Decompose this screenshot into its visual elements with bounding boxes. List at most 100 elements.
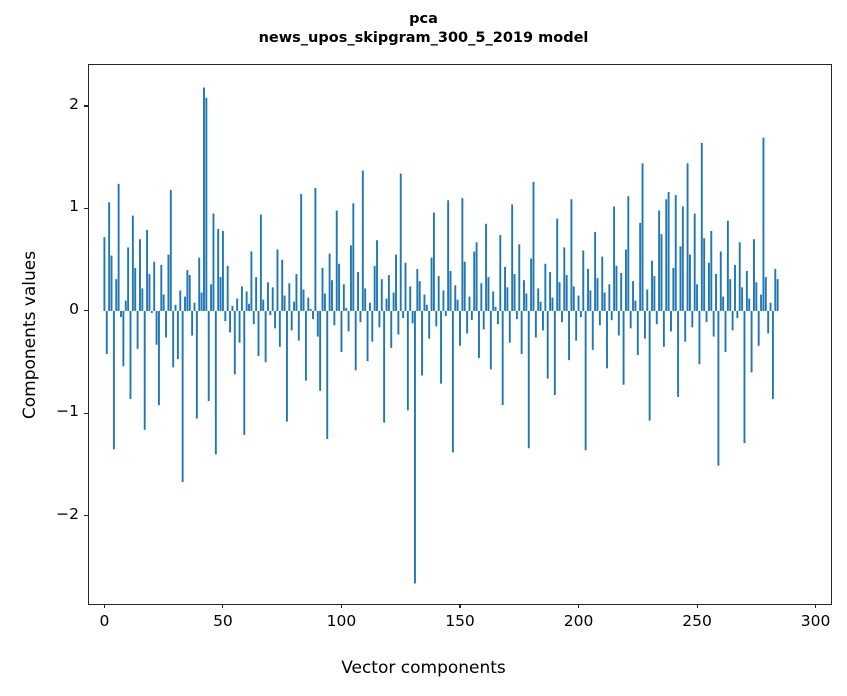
bar — [281, 259, 284, 311]
bar — [364, 288, 367, 311]
bar — [283, 295, 286, 311]
bar — [134, 267, 137, 311]
bar — [643, 310, 646, 339]
bar — [698, 310, 701, 365]
bar — [553, 310, 556, 395]
bar — [392, 292, 395, 311]
bar — [715, 274, 717, 311]
bar — [248, 303, 250, 311]
bar — [641, 163, 644, 311]
bar — [440, 310, 442, 384]
bar — [233, 310, 236, 375]
bar — [546, 310, 549, 379]
bar — [179, 290, 182, 311]
bar — [404, 262, 407, 311]
bar — [499, 235, 502, 311]
bar — [636, 310, 639, 355]
x-tick-label: 250 — [682, 612, 712, 630]
bar — [672, 267, 675, 311]
bar — [402, 310, 405, 319]
x-tick-mark — [222, 604, 224, 609]
bar — [648, 310, 651, 421]
x-tick-mark — [577, 604, 580, 609]
x-tick-label: 0 — [99, 612, 110, 630]
bar — [748, 298, 751, 311]
bar — [468, 296, 471, 311]
bar — [537, 288, 540, 311]
bar — [624, 249, 627, 311]
bar — [570, 199, 573, 311]
x-tick-mark — [696, 604, 698, 609]
bar — [764, 277, 767, 311]
bar — [207, 310, 210, 402]
bar — [312, 310, 314, 320]
bar — [596, 278, 599, 311]
bar — [579, 310, 582, 318]
bar — [736, 310, 739, 319]
bar — [617, 310, 620, 336]
x-tick-label: 100 — [326, 612, 357, 630]
bar — [684, 310, 687, 342]
bar — [146, 229, 149, 311]
bar — [459, 310, 461, 346]
bar — [238, 310, 241, 343]
bar — [143, 310, 146, 430]
bar — [710, 231, 713, 311]
y-tick-label: −2 — [56, 504, 79, 523]
bar — [703, 238, 706, 311]
bar — [693, 213, 696, 311]
bar — [466, 310, 469, 334]
bar — [601, 256, 604, 311]
bar — [297, 310, 300, 341]
bar — [219, 277, 222, 311]
bar — [357, 271, 360, 311]
bar — [444, 310, 447, 317]
bar — [226, 265, 229, 311]
bar — [288, 283, 291, 311]
x-tick-label: 50 — [213, 612, 233, 630]
bar — [160, 264, 163, 311]
bar — [534, 310, 537, 338]
bar — [340, 310, 343, 352]
bar — [390, 310, 393, 348]
bar — [653, 276, 656, 311]
bar — [530, 258, 533, 311]
x-tick-mark — [815, 604, 817, 609]
bar — [373, 265, 376, 311]
bar — [575, 310, 578, 341]
bar — [769, 302, 772, 311]
bar — [264, 310, 267, 363]
bar — [542, 310, 544, 331]
bar — [110, 255, 113, 311]
bar — [214, 310, 217, 455]
bar — [454, 285, 457, 311]
bar — [399, 173, 402, 311]
bar — [681, 206, 684, 311]
bar — [724, 310, 727, 352]
bar — [217, 228, 220, 311]
bar — [760, 294, 763, 311]
bar — [632, 281, 635, 311]
bar — [338, 263, 341, 311]
bar — [437, 276, 440, 311]
bar — [257, 310, 260, 357]
bar — [224, 310, 227, 322]
plot-area — [89, 65, 831, 604]
bar — [231, 305, 234, 311]
bar — [610, 310, 613, 321]
bar — [416, 268, 419, 311]
bar — [169, 190, 172, 311]
bar — [155, 310, 158, 345]
bar — [767, 310, 770, 334]
bar — [620, 273, 623, 311]
y-tick-mark — [83, 105, 88, 107]
bar — [203, 87, 205, 311]
bar — [188, 275, 191, 311]
bar — [129, 310, 132, 400]
bar — [385, 298, 388, 311]
bar — [473, 251, 476, 311]
bar — [193, 302, 196, 311]
bar — [236, 298, 239, 311]
bar — [757, 310, 760, 346]
bar — [456, 299, 459, 311]
